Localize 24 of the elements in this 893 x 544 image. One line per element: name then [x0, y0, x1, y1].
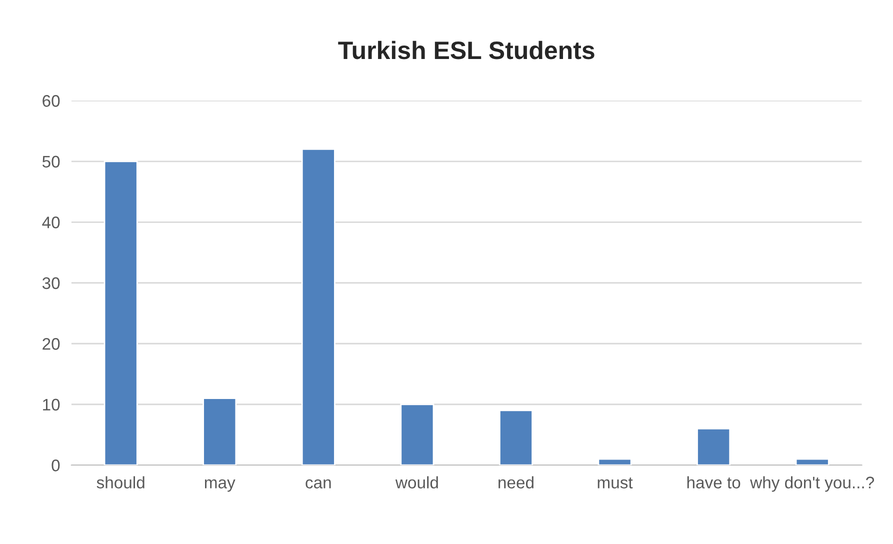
x-tick-label: should: [96, 476, 144, 488]
y-tick-label: 30: [42, 277, 60, 290]
bar: [202, 398, 237, 466]
x-tick-label: can: [306, 479, 331, 488]
y-tick-label: 0: [52, 460, 60, 472]
x-tick-label: may: [204, 479, 236, 492]
y-tick-label: 60: [42, 95, 60, 107]
bar: [498, 410, 533, 466]
x-tick-label: must: [598, 478, 633, 488]
y-tick-label: 20: [42, 338, 60, 350]
bar: [598, 458, 632, 466]
y-tick-label: 40: [42, 216, 60, 228]
bar: [400, 404, 434, 466]
x-tick-label: why don't you...?: [750, 476, 874, 492]
x-tick-label: have to: [687, 476, 740, 488]
bar: [301, 148, 336, 466]
bar: [104, 160, 138, 466]
bar: [696, 428, 731, 466]
x-tick-label: need: [498, 476, 534, 488]
chart-title: Turkish ESL Students: [338, 40, 594, 60]
x-tick-label: would: [395, 476, 438, 488]
y-tick-label: 50: [42, 156, 60, 168]
bar: [795, 458, 830, 466]
y-tick-label: 10: [43, 398, 60, 411]
